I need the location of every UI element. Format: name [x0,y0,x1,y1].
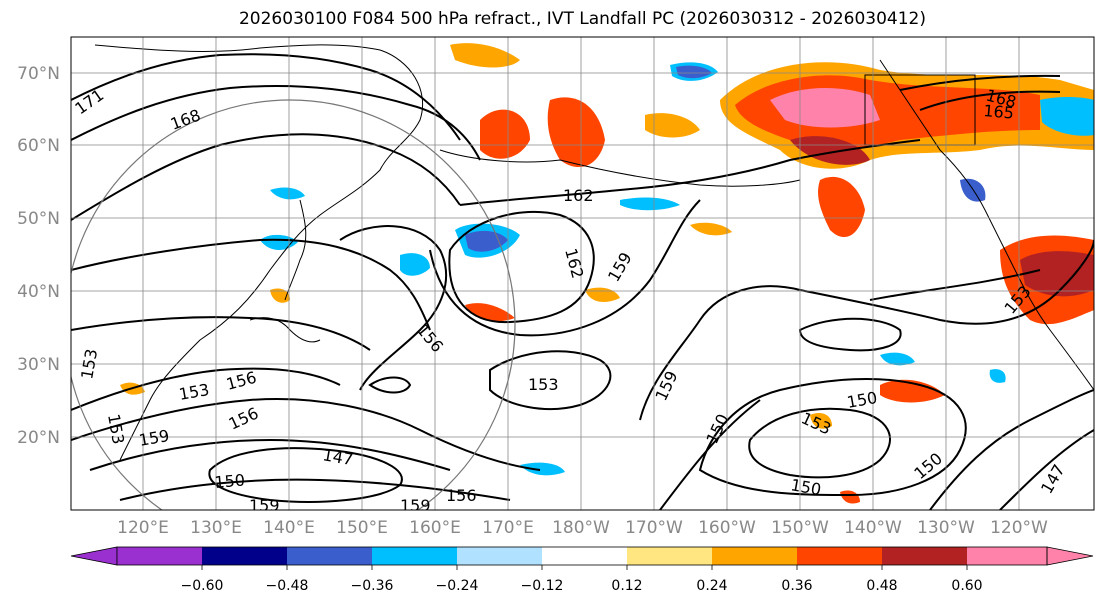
map-panel: 171 168 168 165 162 162 159 159 159 159 … [71,37,1094,515]
colorbar-tick-label: −0.12 [521,578,564,594]
contour-label: 153 [528,375,559,394]
contour-lines [71,53,1094,510]
region-circle [71,99,516,510]
colorbar-segment [627,547,712,565]
contour-label: 159 [249,496,280,515]
lon-label-120e: 120°E [117,518,169,538]
lon-label-120w: 120°W [990,518,1048,538]
lon-label-140e: 140°E [263,518,315,538]
colorbar-tick-label: 0.12 [611,578,642,594]
colorbar-segment [287,547,372,565]
colorbar-tick-label: 0.60 [951,578,982,594]
graticule [71,37,1094,510]
lon-label-150e: 150°E [336,518,388,538]
lon-label-130w: 130°W [917,518,975,538]
latitude-labels: 70°N 60°N 50°N 40°N 30°N 20°N [17,64,60,448]
colorbar-tick-label: −0.48 [266,578,309,594]
colorbar-segment [797,547,882,565]
colorbar-ticks [201,565,968,570]
shading-layer [120,43,1094,504]
lon-label-130e: 130°E [190,518,242,538]
lon-label-170w: 170°W [625,518,683,538]
contour-label: 162 [563,186,594,205]
colorbar-tick-label: 0.24 [696,578,727,594]
map-title: 2026030100 F084 500 hPa refract., IVT La… [238,9,926,29]
lon-label-170e: 170°E [482,518,534,538]
colorbar-segment [542,547,627,565]
contour-label: 165 [983,101,1015,123]
colorbar-segment [117,547,202,565]
colorbar: −0.60 −0.48 −0.36 −0.24 −0.12 0.12 0.24 … [70,546,1094,594]
colorbar-segment [712,547,797,565]
colorbar-tick-label: −0.60 [181,578,224,594]
colorbar-segment [372,547,457,565]
colorbar-segment [202,547,287,565]
lon-label-150w: 150°W [771,518,829,538]
lat-label-60n: 60°N [17,136,60,156]
lat-label-40n: 40°N [17,282,60,302]
colorbar-segment [457,547,542,565]
lon-label-140w: 140°W [844,518,902,538]
lon-label-160w: 160°W [698,518,756,538]
colorbar-segment [967,547,1047,565]
lat-label-20n: 20°N [17,428,60,448]
colorbar-tick-label: 0.36 [781,578,812,594]
contour-label: 150 [214,470,246,492]
colorbar-max-extension [1046,546,1094,566]
lon-label-160e: 160°E [409,518,461,538]
colorbar-tick-label: 0.48 [866,578,897,594]
colorbar-min-extension [70,546,118,566]
lon-label-180w: 180°W [552,518,610,538]
colorbar-tick-label: −0.24 [436,578,479,594]
contour-label: 159 [400,496,431,515]
colorbar-segment [882,547,967,565]
longitude-labels: 120°E 130°E 140°E 150°E 160°E 170°E 180°… [117,518,1048,538]
lat-label-70n: 70°N [17,64,60,84]
contour-label-layer: 171 168 168 165 162 162 159 159 159 159 … [71,85,1068,515]
colorbar-tick-label: −0.36 [351,578,394,594]
lat-label-50n: 50°N [17,209,60,229]
contour-label: 156 [446,486,477,505]
lat-label-30n: 30°N [17,355,60,375]
